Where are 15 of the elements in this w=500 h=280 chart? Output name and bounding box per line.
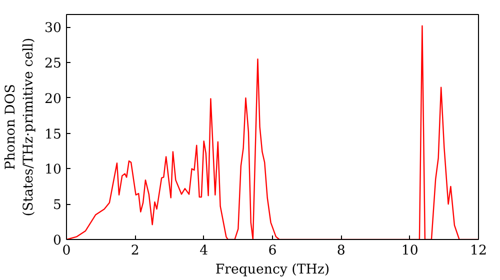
y-tick-label: 10 bbox=[44, 162, 62, 178]
x-tick-label: 4 bbox=[200, 244, 208, 258]
x-tick-label: 8 bbox=[336, 244, 346, 258]
y-tick-label: 25 bbox=[44, 56, 62, 72]
y-tick-label: 0 bbox=[53, 234, 62, 248]
y-axis-title: Phonon DOS (States/THz·primitive cell) bbox=[4, 38, 37, 216]
x-tick-label: 2 bbox=[130, 244, 140, 258]
y-tick-label: 15 bbox=[44, 127, 62, 142]
x-axis-title: Frequency (THz) bbox=[215, 262, 330, 278]
y-tick-label: 20 bbox=[44, 92, 62, 107]
x-tick-label: 12 bbox=[470, 244, 487, 258]
y-tick-label: 30 bbox=[44, 21, 62, 36]
x-tick-label: 6 bbox=[268, 244, 277, 258]
y-tick-label: 5 bbox=[53, 198, 62, 214]
x-tick-label: 10 bbox=[401, 244, 418, 258]
